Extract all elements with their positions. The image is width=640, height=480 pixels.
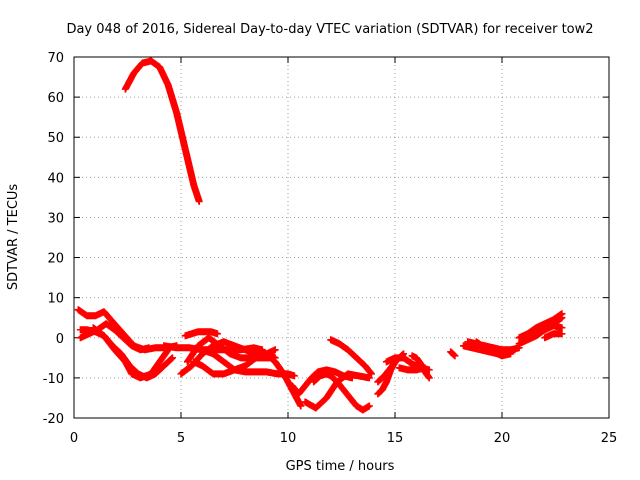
series-s3 [76,320,153,354]
x-axis-label: GPS time / hours [286,459,395,474]
axis-ticks: -20 -10 0 10 20 30 40 50 60 70 0 5 10 15 20 25 [43,51,618,446]
series-s12 [263,350,305,410]
y-axis-label: SDTVAR / TECUs [6,184,21,291]
data-point-marker [558,330,566,338]
x-tick-label: 10 [280,431,297,446]
data-point-marker [425,374,433,382]
y-tick-label: 40 [47,171,64,186]
y-tick-label: 20 [47,252,64,267]
series-s25 [472,338,515,360]
y-tick-label: 50 [47,131,64,146]
series-s1 [121,57,203,205]
data-point-marker [290,372,298,380]
grid [74,57,609,418]
data-point-marker [558,310,566,318]
x-tick-label: 20 [494,431,511,446]
x-tick-label: 15 [387,431,404,446]
plot-frame [73,56,610,419]
x-tick-label: 5 [177,431,185,446]
data-point-marker [507,350,515,358]
data-point-marker [145,344,153,352]
series-s27 [515,310,566,342]
data-point-marker [367,369,375,377]
y-tick-label: 60 [47,91,64,106]
series-s28 [532,322,566,338]
data-point-marker [367,370,375,378]
series-s15 [310,370,373,414]
chart-title: Day 048 of 2016, Sidereal Day-to-day VTE… [66,22,593,37]
data-point-marker [451,352,459,360]
series-s29 [541,330,566,342]
y-tick-label: 30 [47,211,64,226]
series-s21 [408,352,433,382]
data-point-marker [365,374,373,382]
data-point-marker [195,197,203,205]
series-s10 [190,346,279,378]
data-point-marker [271,346,279,354]
data-point-marker [450,351,458,359]
data-point-marker [213,330,221,338]
y-tick-label: -20 [43,412,64,427]
data-point-marker [297,402,305,410]
series-s16 [327,336,375,378]
data-point-marker [558,324,566,332]
data-series [74,57,566,414]
series-s18 [374,358,399,398]
data-point-marker [168,355,176,363]
x-tick-label: 25 [601,431,618,446]
data-point-marker [168,354,176,362]
y-tick-label: 10 [47,292,64,307]
y-tick-label: -10 [43,372,64,387]
series-s7 [181,328,221,340]
x-tick-label: 0 [70,431,78,446]
y-tick-label: 0 [56,332,64,347]
series-s5 [89,324,172,382]
y-tick-label: 70 [47,51,64,66]
series-s22 [447,348,459,360]
data-point-marker [365,402,373,410]
